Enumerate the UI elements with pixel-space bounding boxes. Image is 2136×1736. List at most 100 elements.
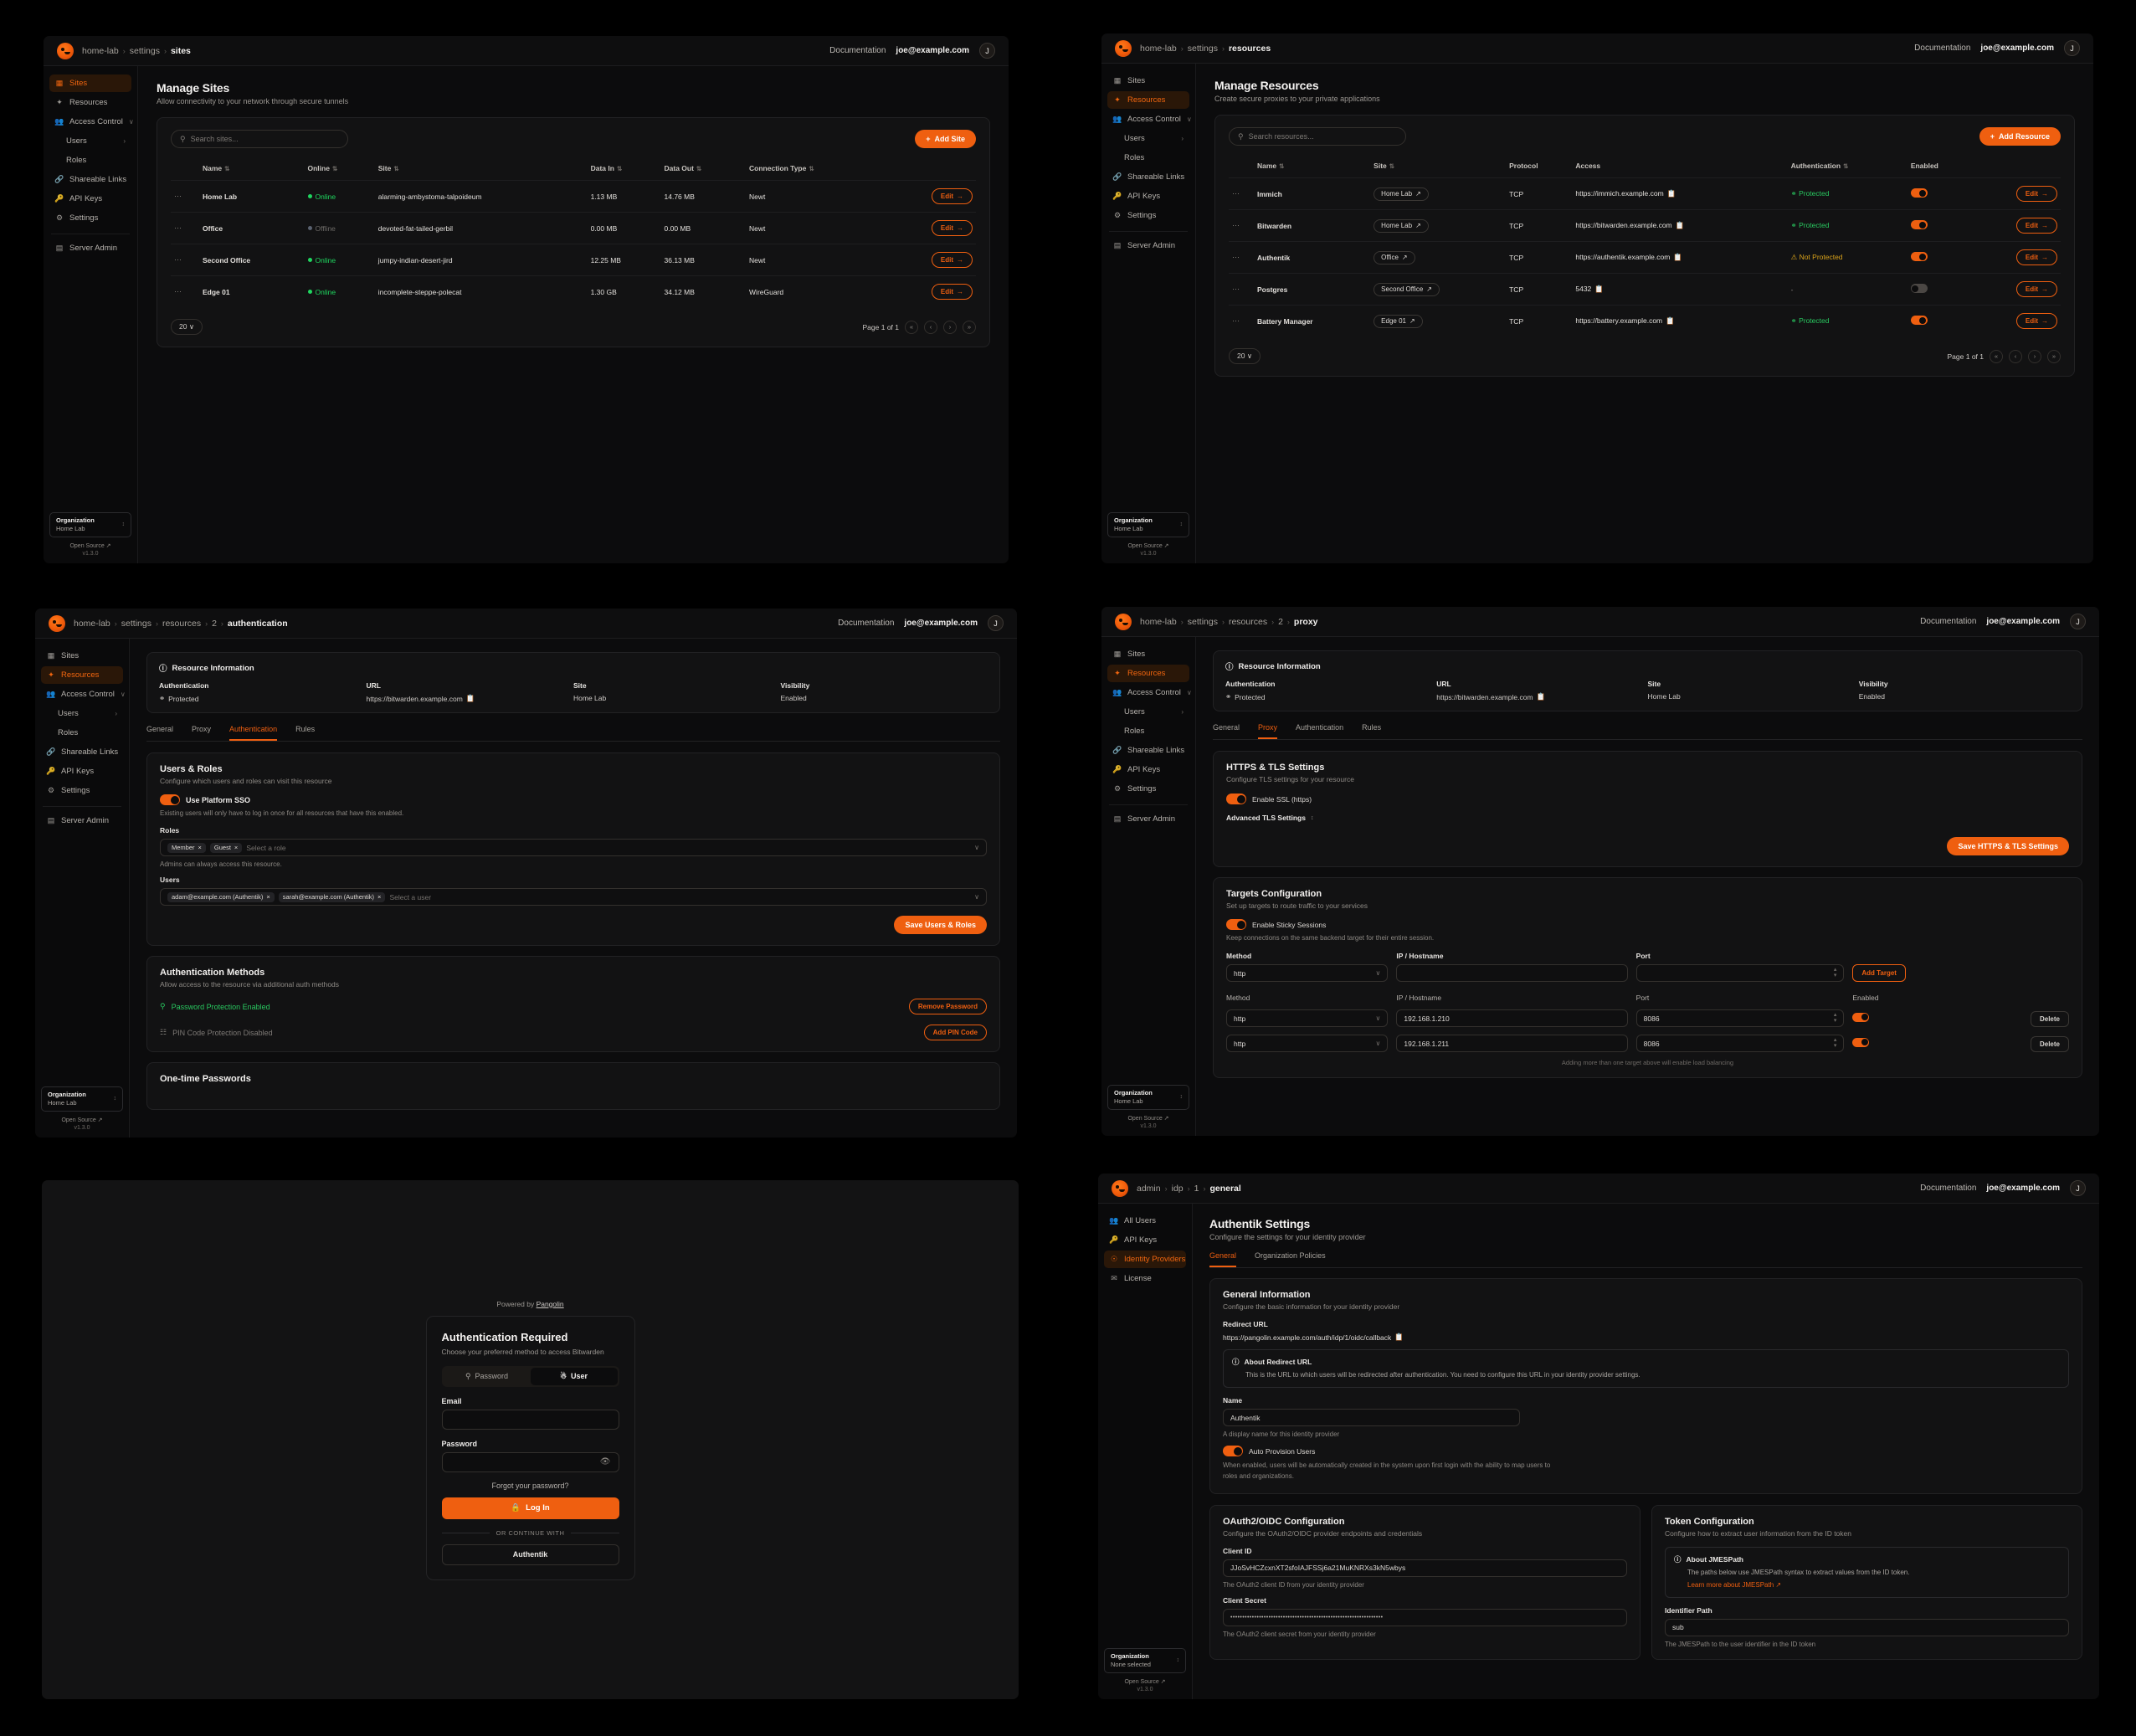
- search-input[interactable]: ⚲ Search resources...: [1229, 127, 1406, 146]
- sidebar-item-resources[interactable]: ✦ Resources: [1107, 665, 1189, 682]
- stepper-icon[interactable]: ▴ ▾: [1833, 1037, 1837, 1049]
- add-target-button[interactable]: Add Target: [1852, 964, 1906, 982]
- target-enabled-toggle[interactable]: [1852, 1037, 1870, 1047]
- page-size-select[interactable]: 20 ∨: [1229, 348, 1261, 364]
- org-switcher[interactable]: Organization Home Lab ↕: [49, 511, 131, 537]
- user-email[interactable]: joe@example.com: [896, 46, 969, 55]
- user-email[interactable]: joe@example.com: [1980, 44, 2054, 53]
- user-email[interactable]: joe@example.com: [1986, 1184, 2060, 1193]
- prev-page-button[interactable]: ‹: [2009, 349, 2022, 363]
- site-chip[interactable]: Home Lab ↗: [1374, 187, 1429, 201]
- sidebar-item-license[interactable]: ✉ License: [1104, 1270, 1186, 1287]
- row-menu-button[interactable]: ⋯: [1229, 273, 1254, 306]
- copy-icon[interactable]: 📋: [1666, 189, 1676, 198]
- sidebar-item-settings[interactable]: ⚙ Settings: [1107, 780, 1189, 798]
- open-source-link[interactable]: Open Source ↗: [69, 543, 111, 549]
- tab-general[interactable]: General: [1213, 723, 1240, 732]
- col-site[interactable]: Site ⇅: [1374, 162, 1395, 170]
- org-switcher[interactable]: Organization Home Lab ↕: [1107, 1084, 1189, 1110]
- copy-icon[interactable]: 📋: [1673, 253, 1682, 261]
- sidebar-item-roles[interactable]: Roles: [41, 724, 123, 742]
- target-enabled-toggle[interactable]: [1852, 1012, 1870, 1022]
- table-row[interactable]: ⋯ Home Lab Online alarming-ambystoma-talpoi…: [171, 180, 976, 213]
- sticky-sessions-toggle[interactable]: [1226, 919, 1246, 930]
- row-menu-button[interactable]: ⋯: [1229, 209, 1254, 242]
- user-email[interactable]: joe@example.com: [1986, 617, 2060, 626]
- sidebar-item-settings[interactable]: ⚙ Settings: [41, 782, 123, 799]
- sidebar-item-sites[interactable]: ▦ Sites: [1107, 645, 1189, 663]
- remove-icon[interactable]: ×: [377, 893, 382, 901]
- breadcrumb-item[interactable]: settings: [121, 618, 151, 629]
- sidebar-item-users[interactable]: Users ›: [1107, 703, 1189, 721]
- users-select[interactable]: adam@example.com (Authentik) × sarah@exa…: [160, 888, 987, 906]
- sidebar-item-server-admin[interactable]: ▤ Server Admin: [41, 812, 123, 829]
- copy-icon[interactable]: 📋: [1394, 1333, 1404, 1341]
- breadcrumb-item[interactable]: resources: [162, 618, 202, 629]
- documentation-link[interactable]: Documentation: [838, 619, 895, 628]
- col-connection-type[interactable]: Connection Type ⇅: [749, 164, 814, 172]
- sidebar-item-roles[interactable]: Roles: [1107, 149, 1189, 167]
- last-page-button[interactable]: »: [963, 320, 976, 334]
- edit-button[interactable]: Edit →: [2015, 186, 2057, 202]
- copy-icon[interactable]: 📋: [1594, 285, 1604, 293]
- authentik-login-button[interactable]: Authentik: [441, 1543, 619, 1565]
- login-button[interactable]: 🔒 Log In: [441, 1497, 619, 1519]
- enabled-toggle[interactable]: [1910, 316, 1928, 325]
- edit-button[interactable]: Edit →: [931, 188, 973, 204]
- sidebar-item-shareable-links[interactable]: 🔗 Shareable Links: [1107, 168, 1189, 186]
- edit-button[interactable]: Edit →: [2015, 249, 2057, 265]
- remove-icon[interactable]: ×: [198, 844, 202, 851]
- row-menu-button[interactable]: ⋯: [1229, 177, 1254, 210]
- tab-proxy[interactable]: Proxy: [1258, 723, 1278, 739]
- sidebar-item-roles[interactable]: Roles: [1107, 722, 1189, 740]
- sidebar-item-users[interactable]: Users ›: [1107, 130, 1189, 147]
- email-field[interactable]: [441, 1409, 619, 1430]
- copy-icon[interactable]: 📋: [465, 694, 475, 702]
- next-page-button[interactable]: ›: [943, 320, 957, 334]
- tab-user[interactable]: ☃ User: [530, 1367, 618, 1385]
- user-tag[interactable]: sarah@example.com (Authentik) ×: [278, 891, 386, 902]
- forgot-password-link[interactable]: Forgot your password?: [491, 1481, 569, 1490]
- password-field[interactable]: 👁: [441, 1451, 619, 1472]
- table-row[interactable]: ⋯ Battery Manager Edge 01 ↗ TCP https://batte…: [1229, 305, 2061, 336]
- remove-icon[interactable]: ×: [266, 893, 270, 901]
- enabled-toggle[interactable]: [1910, 188, 1928, 198]
- org-switcher[interactable]: Organization Home Lab ↕: [1107, 511, 1189, 537]
- site-chip[interactable]: Second Office ↗: [1374, 282, 1440, 296]
- sidebar-item-identity-providers[interactable]: ☉ Identity Providers: [1104, 1251, 1186, 1268]
- row-menu-button[interactable]: ⋯: [171, 275, 199, 307]
- roles-select[interactable]: Member × Guest × Select a role ∨: [160, 839, 987, 856]
- sidebar-item-access-control[interactable]: 👥 Access Control ∨: [49, 113, 133, 131]
- site-chip[interactable]: Home Lab ↗: [1374, 218, 1429, 233]
- breadcrumb-item[interactable]: 1: [1194, 1183, 1199, 1194]
- avatar[interactable]: J: [2064, 40, 2080, 56]
- sidebar-item-sites[interactable]: ▦ Sites: [41, 647, 123, 665]
- next-page-button[interactable]: ›: [2028, 349, 2041, 363]
- table-row[interactable]: ⋯ Authentik Office ↗ TCP https://authentik.ex…: [1229, 241, 2061, 274]
- open-source-link[interactable]: Open Source ↗: [61, 1117, 103, 1123]
- table-row[interactable]: ⋯ Second Office Online jumpy-indian-desert-…: [171, 244, 976, 276]
- col-authentication[interactable]: Authentication ⇅: [1790, 162, 1849, 170]
- documentation-link[interactable]: Documentation: [1920, 1184, 1977, 1193]
- sidebar-item-shareable-links[interactable]: 🔗 Shareable Links: [49, 171, 131, 188]
- enable-ssl-toggle[interactable]: [1226, 794, 1246, 804]
- tab-general[interactable]: General: [146, 725, 174, 733]
- identifier-path-field[interactable]: sub: [1665, 1618, 2069, 1636]
- add-pin-code-button[interactable]: Add PIN Code: [923, 1025, 987, 1040]
- sidebar-item-users[interactable]: Users ›: [49, 132, 131, 150]
- row-menu-button[interactable]: ⋯: [171, 180, 199, 213]
- first-page-button[interactable]: «: [905, 320, 918, 334]
- delete-target-button[interactable]: Delete: [2030, 1035, 2069, 1052]
- documentation-link[interactable]: Documentation: [829, 46, 886, 55]
- edit-button[interactable]: Edit →: [2015, 313, 2057, 329]
- target-host-input[interactable]: 192.168.1.210: [1396, 1009, 1628, 1027]
- breadcrumb-item[interactable]: home-lab: [82, 45, 119, 56]
- eye-icon[interactable]: 👁: [599, 1457, 611, 1466]
- new-method-select[interactable]: http ∨: [1226, 964, 1389, 982]
- target-port-input[interactable]: 8086 ▴ ▾: [1635, 1035, 1845, 1052]
- tab-organization-policies[interactable]: Organization Policies: [1255, 1251, 1326, 1260]
- breadcrumb-item[interactable]: settings: [129, 45, 160, 56]
- target-method-select[interactable]: http ∨: [1226, 1035, 1389, 1052]
- sidebar-item-shareable-links[interactable]: 🔗 Shareable Links: [1107, 742, 1189, 759]
- row-menu-button[interactable]: ⋯: [1229, 305, 1254, 336]
